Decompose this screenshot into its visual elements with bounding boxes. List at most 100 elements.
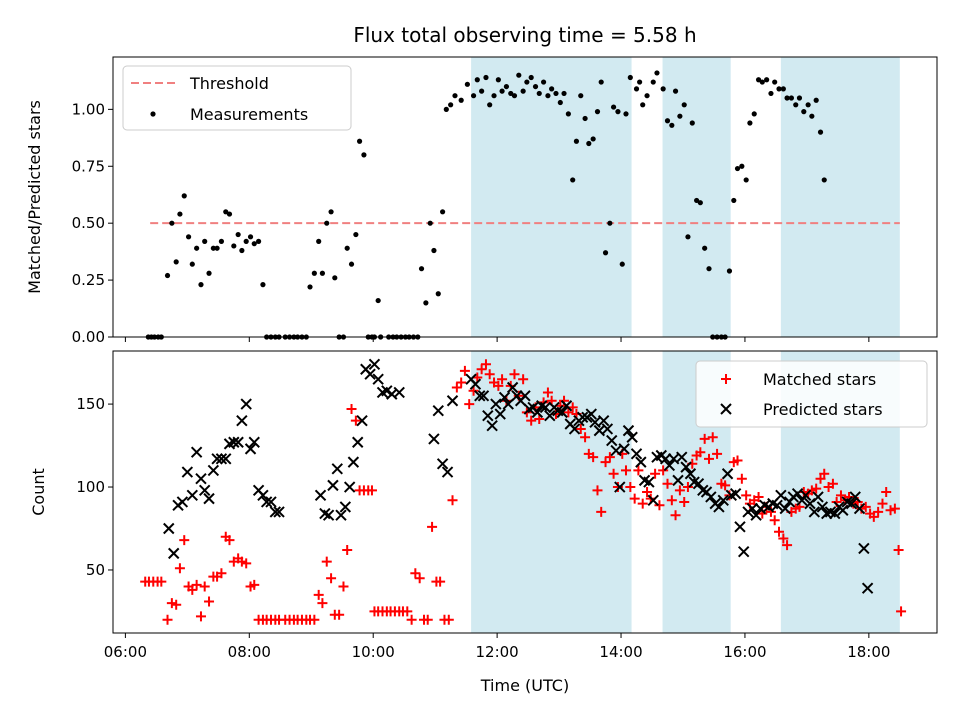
matched-star-point	[666, 495, 677, 506]
matched-star-point	[468, 385, 479, 396]
x-axis-label: Time (UTC)	[480, 676, 569, 695]
predicted-star-point	[319, 507, 331, 520]
measurement-point	[169, 220, 175, 226]
matched-star-point	[342, 545, 353, 556]
predicted-star-point	[597, 414, 610, 427]
measurement-point	[623, 111, 629, 117]
measurement-point	[243, 238, 249, 244]
matched-star-point	[835, 490, 846, 501]
predicted-star-point	[244, 443, 257, 455]
measurement-point	[788, 95, 795, 101]
matched-star-point	[612, 482, 623, 493]
bottom-legend-box	[695, 360, 928, 428]
matched-star-point	[811, 483, 822, 494]
measurement-point	[619, 261, 625, 267]
predicted-star-point	[614, 481, 626, 493]
matched-star-point	[179, 535, 190, 546]
measurement-point	[194, 245, 200, 251]
matched-star-point	[608, 468, 619, 479]
measurement-point	[511, 93, 518, 99]
bottom-x-axis: 06:00 08:00 10:00 12:00 14:00 16:00 18:00	[104, 633, 890, 661]
measurement-point	[260, 282, 266, 288]
matched-star-point	[456, 377, 467, 388]
bottom-y-axis-label: Count	[29, 468, 48, 516]
matched-stars-series	[140, 359, 907, 625]
matched-star-point	[191, 579, 202, 590]
predicted-star-point	[232, 436, 244, 448]
measurement-point	[528, 74, 534, 81]
predicted-star-point	[220, 453, 232, 465]
measurement-point	[633, 86, 640, 92]
predicted-star-point	[446, 395, 459, 407]
predicted-star-point	[750, 509, 762, 521]
predicted-star-point	[494, 408, 506, 420]
predicted-stars-series	[163, 358, 874, 594]
matched-star-point	[732, 455, 743, 466]
top-y-axis-label: Matched/Predicted stars	[25, 100, 44, 294]
measurement-point	[602, 250, 609, 256]
measurement-point	[540, 79, 547, 85]
predicted-star-point	[347, 456, 360, 468]
legend-measurements-swatch	[150, 111, 156, 117]
matched-star-point	[873, 506, 884, 517]
measurement-point	[610, 104, 617, 110]
matched-star-point	[827, 478, 838, 489]
matched-star-point	[885, 505, 896, 516]
matched-star-point	[633, 465, 644, 476]
measurement-point	[821, 177, 827, 183]
matched-star-point	[321, 556, 332, 567]
measurement-point	[164, 272, 171, 279]
measurement-point	[607, 220, 613, 226]
predicted-star-point	[181, 466, 194, 478]
measurement-point	[590, 136, 596, 142]
predicted-star-point	[630, 448, 643, 460]
predicted-star-point	[269, 506, 282, 518]
matched-star-point	[518, 374, 529, 385]
measurement-point	[681, 102, 687, 108]
measurement-point	[751, 111, 757, 117]
measurement-point	[495, 77, 501, 83]
predicted-star-point	[176, 496, 189, 508]
matched-star-point	[501, 395, 512, 406]
measurement-point	[491, 93, 497, 99]
legend-matched-label: Matched stars	[763, 370, 876, 389]
measurement-point	[348, 261, 355, 267]
matched-star-point	[782, 540, 793, 551]
predicted-star-point	[705, 491, 717, 503]
matched-star-point	[819, 468, 830, 479]
predicted-star-point	[314, 489, 327, 502]
predicted-star-point	[343, 481, 356, 493]
y-tick-label: 1.00	[72, 100, 105, 118]
matched-star-point	[493, 380, 504, 391]
y-tick-label: 100	[76, 478, 105, 496]
matched-star-point	[216, 568, 227, 579]
predicted-star-point	[436, 458, 449, 470]
predicted-star-point	[622, 424, 635, 437]
measurement-point	[198, 282, 204, 288]
predicted-star-point	[779, 502, 791, 515]
measurement-point	[793, 102, 799, 108]
predicted-star-point	[845, 497, 858, 510]
legend-measurements-label: Measurements	[190, 105, 308, 124]
measurement-point	[565, 111, 571, 117]
measurement-point	[470, 93, 477, 99]
matched-star-point	[313, 589, 324, 600]
measurement-point	[218, 238, 225, 244]
predicted-star-point	[601, 423, 614, 435]
predicted-star-point	[240, 398, 252, 410]
predicted-star-point	[195, 473, 207, 485]
matched-star-point	[868, 511, 879, 522]
measurement-point	[418, 266, 425, 272]
measurement-point	[784, 95, 790, 101]
predicted-star-point	[643, 476, 655, 488]
measurement-point	[423, 300, 429, 306]
measurement-point	[759, 79, 765, 85]
measurement-point	[448, 102, 454, 108]
measurement-point	[694, 197, 700, 204]
matched-star-point	[707, 432, 718, 443]
measurement-point	[524, 79, 530, 85]
matched-star-point	[629, 493, 640, 504]
measurements-series	[145, 70, 827, 340]
predicted-star-point	[721, 468, 734, 480]
